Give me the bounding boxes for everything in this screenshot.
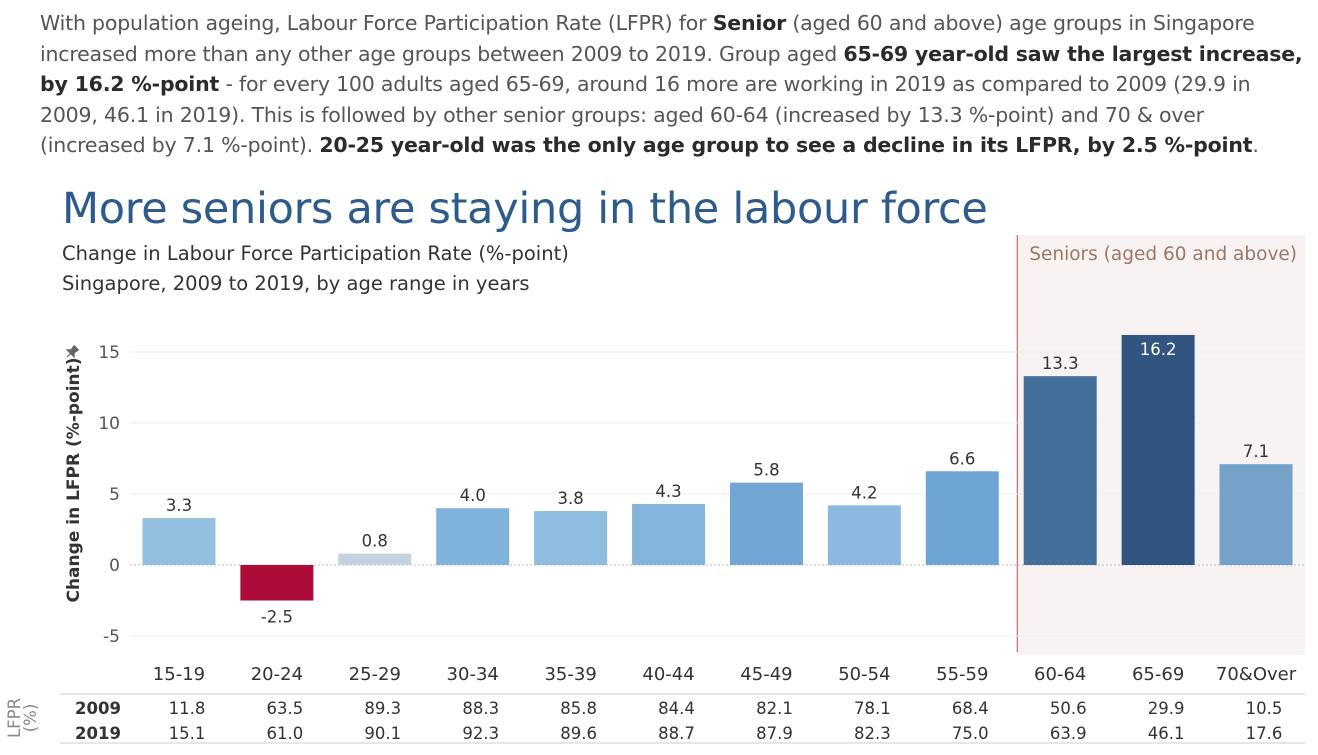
pin-icon[interactable] [64,344,80,360]
x-tick-label: 30-34 [447,664,499,685]
table-row-header: LFPR(%) [5,698,40,738]
table-year-label: 2019 [75,724,121,743]
intro-segment: - for every 100 adults aged 65-69, aroun… [40,72,1251,157]
y-tick-label: 5 [109,485,120,505]
bar-35-39 [534,511,608,565]
y-axis-title: Change in LFPR (%-point) [64,357,84,602]
table-cell: 92.3 [462,724,499,743]
data-label: 4.3 [655,482,681,501]
table-cell: 87.9 [756,724,793,743]
data-label: 7.1 [1243,442,1269,461]
table-cell: 89.6 [560,724,597,743]
table-cell: 78.1 [854,699,891,718]
intro-segment: 20-25 year-old was the only age group to… [319,133,1253,157]
table-cell: 82.3 [854,724,891,743]
lfpr-table: LFPR(%) 2009 11.8 63.5 89.3 88.3 85.8 84.4 82.1 7… [5,693,1305,744]
x-tick-label: 70&Over [1216,664,1297,685]
bar-45-49 [729,482,803,565]
x-tick-label: 45-49 [740,664,792,685]
y-axis: -5 0 5 10 15 Change in LFPR (%-point) [64,343,120,647]
chart-title: More seniors are staying in the labour f… [62,184,988,234]
bar-50-54 [827,505,901,565]
gridlines [130,351,1305,637]
intro-segment: (aged 60 and above) age groups in Singap… [40,11,1255,66]
data-label: -2.5 [261,608,293,627]
table-cell: 88.3 [462,699,499,718]
bars [142,334,1293,601]
bar-25-29 [338,553,412,565]
bar-30-34 [436,508,510,565]
data-label: 3.8 [558,489,584,508]
intro-segment: Senior [712,11,786,35]
table-row-header-line: (%) [21,704,40,733]
table-cell: 63.9 [1050,724,1087,743]
table-cell: 90.1 [364,724,401,743]
bar-70&Over [1219,464,1293,565]
x-tick-label: 55-59 [936,664,988,685]
data-labels: 3.3 -2.5 0.8 4.0 3.8 4.3 5.8 4.2 6.6 13.3 16.2 7.1 [166,340,1269,627]
table-cell: 89.3 [364,699,401,718]
y-tick-label: -5 [103,627,120,647]
data-label: 16.2 [1140,340,1177,359]
bar-15-19 [142,518,216,565]
table-cell: 85.8 [560,699,597,718]
table-cell: 11.8 [169,699,206,718]
chart-subtitle-2: Singapore, 2009 to 2019, by age range in… [62,272,530,295]
table-cell: 46.1 [1148,724,1185,743]
bar-65-69 [1121,334,1195,565]
table-cell: 61.0 [267,724,304,743]
bar-20-24 [240,565,314,601]
table-cell: 50.6 [1050,699,1087,718]
table-row-header-line: LFPR [5,698,24,738]
data-label: 5.8 [753,461,779,480]
seniors-highlight-label: Seniors (aged 60 and above) [1029,244,1297,265]
table-cell: 84.4 [658,699,695,718]
intro-paragraph: With population ageing, Labour Force Par… [40,8,1305,161]
table-cell: 29.9 [1148,699,1185,718]
x-axis: 15-19 20-24 25-29 30-34 35-39 40-44 45-49 50-54… [153,664,1297,685]
data-label: 3.3 [166,496,192,515]
table-cell: 17.6 [1246,724,1283,743]
data-label: 4.2 [851,483,877,502]
y-tick-label: 10 [98,414,120,434]
table-cell: 75.0 [952,724,989,743]
table-cell: 63.5 [267,699,304,718]
data-label: 4.0 [460,486,486,505]
table-cell: 88.7 [658,724,695,743]
data-label: 13.3 [1042,354,1079,373]
x-tick-label: 65-69 [1132,664,1184,685]
x-tick-label: 50-54 [838,664,890,685]
x-tick-label: 60-64 [1034,664,1086,685]
y-tick-label: 0 [109,556,120,576]
x-tick-label: 15-19 [153,664,205,685]
bar-40-44 [632,503,706,565]
table-year-label: 2009 [75,699,121,718]
table-cell: 10.5 [1246,699,1283,718]
x-tick-label: 25-29 [349,664,401,685]
table-cell: 82.1 [756,699,793,718]
chart-subtitle: Change in Labour Force Participation Rat… [62,242,569,265]
x-tick-label: 20-24 [251,664,303,685]
table-cell: 15.1 [169,724,206,743]
intro-segment: With population ageing, Labour Force Par… [40,11,713,35]
intro-segment: 65-69 year-old saw the largest increase,… [40,41,1303,97]
bar-55-59 [925,471,999,565]
data-label: 6.6 [949,449,975,468]
x-tick-label: 40-44 [642,664,694,685]
y-tick-label: 15 [98,343,120,363]
data-label: 0.8 [362,532,388,551]
table-cell: 68.4 [952,699,989,718]
intro-segment: . [1252,133,1259,157]
bar-60-64 [1023,376,1097,565]
x-tick-label: 35-39 [544,664,596,685]
